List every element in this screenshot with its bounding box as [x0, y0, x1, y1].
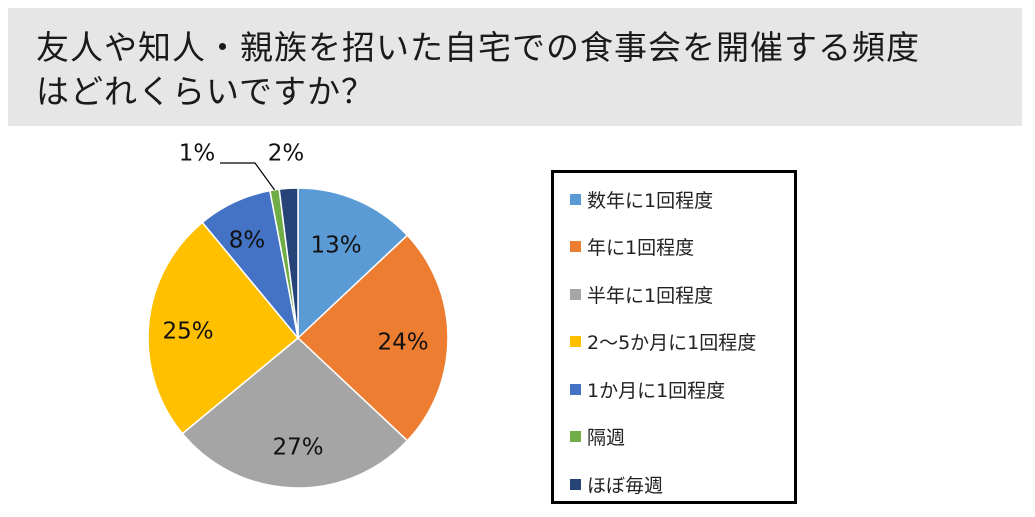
legend-item: ほぼ毎週 [570, 472, 664, 497]
legend-swatch [570, 288, 581, 300]
legend-item: 隔週 [570, 425, 625, 449]
data-label: 25% [162, 319, 213, 345]
legend-item: 年に1回程度 [570, 235, 694, 259]
pie-slice [297, 187, 409, 340]
data-label: 24% [377, 330, 428, 356]
data-label: 27% [272, 435, 323, 461]
title-line-2: はどれくらいですか？ [36, 72, 376, 111]
legend-swatch [570, 431, 581, 442]
legend-label: 1か月に1回程度 [587, 379, 726, 402]
legend-label: ほぼ毎週 [587, 474, 664, 497]
legend-swatch [570, 241, 581, 252]
data-label: 13% [310, 233, 361, 259]
leader-line [220, 162, 276, 191]
legend-item: 1か月に1回程度 [570, 377, 726, 402]
legend-label: 隔週 [587, 427, 626, 449]
pie-slice [181, 337, 409, 489]
chart-title: 友人や知人・親族を招いた自宅での食事会を開催する頻度 はどれくらいですか？ [36, 26, 920, 114]
data-label: 1% [179, 141, 216, 167]
legend-swatch [570, 383, 581, 395]
pie-slice [278, 187, 299, 339]
legend-swatch [570, 478, 581, 490]
title-bar: 友人や知人・親族を招いた自宅での食事会を開催する頻度 はどれくらいですか？ [8, 8, 1022, 126]
legend-swatch [570, 193, 581, 205]
data-label: 8% [229, 228, 266, 254]
data-label: 2% [268, 141, 305, 167]
legend-label: 数年に1回程度 [587, 189, 714, 212]
legend-label: 半年に1回程度 [587, 284, 714, 307]
legend-item: 半年に1回程度 [570, 282, 714, 307]
pie-slice [296, 234, 449, 442]
pie-slice [147, 221, 300, 435]
legend-swatch [570, 336, 581, 347]
legend-label: 2〜5か月に1回程度 [587, 332, 757, 354]
legend-label: 年に1回程度 [587, 237, 695, 259]
legend-item: 2〜5か月に1回程度 [570, 330, 756, 354]
chart-legend: 数年に1回程度 年に1回程度 半年に1回程度 2〜5か月に1回程度 1か月に1回程度 隔週… [551, 170, 797, 504]
legend-item: 数年に1回程度 [570, 187, 714, 212]
title-line-1: 友人や知人・親族を招いた自宅での食事会を開催する頻度 [36, 28, 920, 67]
